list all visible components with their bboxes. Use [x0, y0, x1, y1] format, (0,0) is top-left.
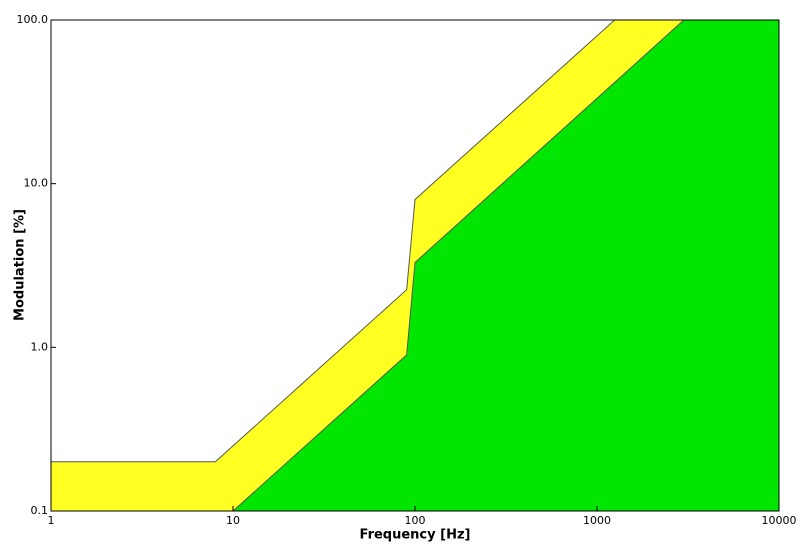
- y-tick-label: 100.0: [17, 13, 49, 26]
- x-tick-label: 10: [226, 514, 240, 527]
- x-axis-label: Frequency [Hz]: [360, 528, 471, 543]
- x-tick-label: 1000: [583, 514, 611, 527]
- y-tick-label: 1.0: [31, 340, 49, 353]
- y-tick-label: 0.1: [31, 504, 49, 517]
- x-tick-label: 100: [405, 514, 426, 527]
- x-tick-label: 1: [48, 514, 55, 527]
- y-tick-label: 10.0: [24, 177, 49, 190]
- y-axis-label: Modulation [%]: [13, 209, 28, 321]
- x-tick-label: 10000: [762, 514, 797, 527]
